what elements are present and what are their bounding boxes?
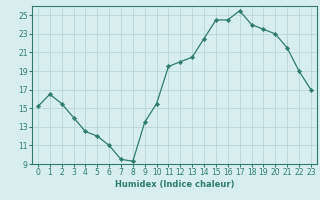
X-axis label: Humidex (Indice chaleur): Humidex (Indice chaleur) [115, 180, 234, 189]
